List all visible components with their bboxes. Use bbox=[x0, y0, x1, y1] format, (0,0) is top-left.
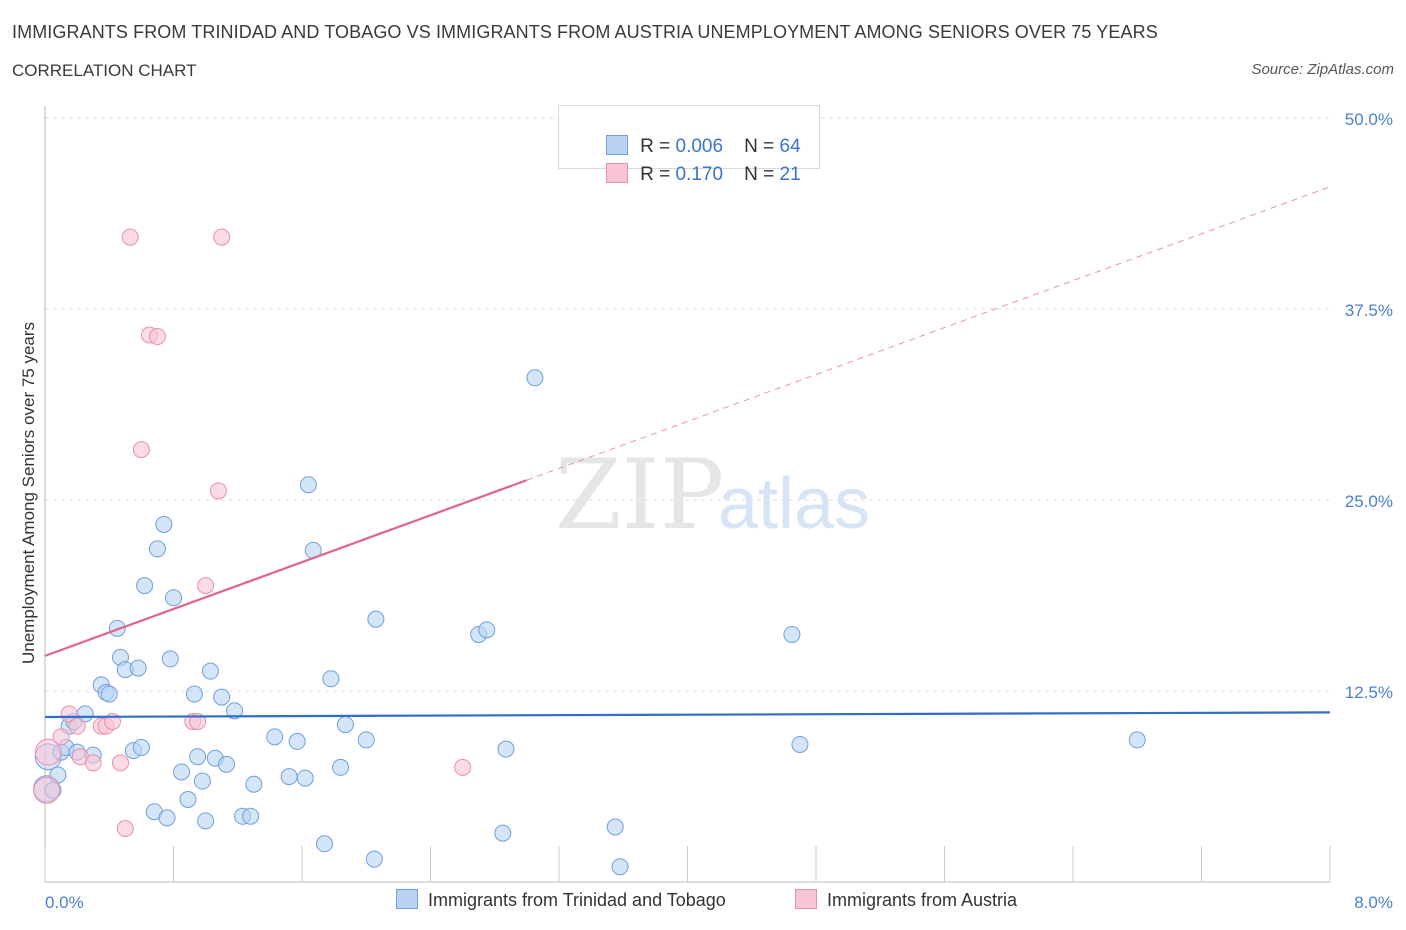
blue-point bbox=[201, 662, 219, 680]
source-credit: Source: ZipAtlas.com bbox=[1251, 61, 1394, 78]
blue-point bbox=[1128, 731, 1146, 749]
legend-r-label: R = bbox=[640, 136, 676, 157]
blue-point bbox=[611, 858, 629, 876]
blue-point bbox=[245, 775, 263, 793]
blue-point bbox=[185, 685, 203, 703]
pink-large-point bbox=[34, 738, 62, 766]
blue-point bbox=[226, 702, 244, 720]
y-tick-label: 37.5% bbox=[1345, 301, 1393, 320]
y-axis-label: Unemployment Among Seniors over 75 years bbox=[19, 322, 38, 664]
blue-point bbox=[179, 790, 197, 808]
y-tick-label: 25.0% bbox=[1345, 492, 1393, 511]
blue-point bbox=[218, 755, 236, 773]
blue-point bbox=[165, 589, 182, 607]
x-tick-label: 0.0% bbox=[45, 893, 84, 912]
blue-point bbox=[193, 772, 211, 790]
blue-point bbox=[132, 739, 150, 757]
blue-point bbox=[161, 650, 179, 668]
blue-point bbox=[136, 577, 154, 595]
pink-point bbox=[121, 228, 139, 246]
bottom-legend-swatch-pink bbox=[795, 889, 817, 909]
y-tick-label: 50.0% bbox=[1345, 110, 1393, 129]
blue-point bbox=[478, 621, 496, 639]
bottom-legend-label: Immigrants from Trinidad and Tobago bbox=[428, 890, 726, 910]
legend-row-austria: R = 0.170 N = 21 bbox=[585, 141, 801, 185]
chart-title: IMMIGRANTS FROM TRINIDAD AND TOBAGO VS I… bbox=[12, 22, 1158, 42]
blue-point bbox=[155, 515, 173, 533]
pink-trend-extension bbox=[526, 186, 1331, 481]
blue-point bbox=[288, 732, 306, 750]
blue-point bbox=[213, 688, 231, 706]
watermark-atlas: atlas bbox=[718, 464, 870, 544]
pink-point bbox=[454, 758, 472, 776]
legend-swatch-blue bbox=[606, 135, 629, 155]
blue-point bbox=[280, 768, 298, 786]
blue-point bbox=[242, 807, 260, 825]
blue-point bbox=[336, 716, 354, 734]
chart-subtitle: CORRELATION CHART bbox=[12, 61, 197, 80]
pink-point bbox=[209, 482, 227, 500]
blue-point bbox=[197, 812, 215, 830]
blue-point bbox=[129, 659, 147, 677]
pink-point bbox=[197, 577, 215, 595]
blue-point bbox=[266, 728, 284, 746]
blue-point bbox=[173, 763, 191, 781]
blue-point bbox=[357, 731, 375, 749]
blue-point bbox=[791, 735, 809, 753]
legend-n-value: 21 bbox=[779, 164, 801, 185]
blue-point bbox=[494, 824, 512, 842]
bottom-legend-austria: Immigrants from Austria bbox=[795, 889, 1017, 911]
blue-point bbox=[526, 369, 544, 387]
pink-large-point bbox=[33, 776, 61, 804]
legend-n-label: N = bbox=[744, 164, 780, 185]
blue-point bbox=[367, 610, 385, 628]
legend-n-value: 64 bbox=[779, 136, 801, 157]
correlation-legend: R = 0.006 N = 64 R = 0.170 N = 21 bbox=[558, 105, 820, 185]
watermark-zip: ZIP bbox=[555, 439, 724, 551]
legend-n-label: N = bbox=[744, 136, 780, 157]
blue-point bbox=[322, 670, 340, 688]
pink-point bbox=[52, 728, 70, 746]
blue-point bbox=[299, 476, 317, 494]
blue-point bbox=[606, 818, 624, 836]
blue-point bbox=[189, 748, 207, 766]
blue-point bbox=[296, 769, 314, 787]
x-tick-label: 8.0% bbox=[1354, 893, 1393, 912]
pink-point bbox=[189, 713, 207, 731]
pink-point bbox=[111, 754, 129, 772]
bottom-legend-trinidad: Immigrants from Trinidad and Tobago bbox=[396, 889, 726, 911]
bottom-legend-label: Immigrants from Austria bbox=[827, 890, 1018, 910]
pink-point bbox=[132, 441, 150, 459]
legend-r-value: 0.170 bbox=[675, 164, 724, 185]
pink-point bbox=[68, 717, 86, 735]
bottom-legend-swatch-blue bbox=[396, 889, 418, 909]
blue-point bbox=[158, 809, 176, 827]
pink-trend-line bbox=[44, 479, 528, 657]
y-tick-label: 12.5% bbox=[1345, 683, 1393, 702]
blue-trend-line bbox=[44, 711, 1331, 719]
pink-point bbox=[116, 820, 134, 838]
pink-point bbox=[84, 754, 102, 772]
blue-point bbox=[365, 850, 383, 868]
blue-point bbox=[315, 835, 333, 853]
blue-point bbox=[783, 625, 801, 643]
blue-point bbox=[332, 758, 350, 776]
blue-point bbox=[497, 740, 515, 758]
legend-r-label: R = bbox=[640, 164, 676, 185]
blue-point bbox=[148, 540, 166, 558]
pink-point bbox=[148, 328, 166, 346]
legend-row-trinidad: R = 0.006 N = 64 bbox=[585, 113, 801, 157]
legend-swatch-pink bbox=[606, 163, 629, 183]
legend-r-value: 0.006 bbox=[675, 136, 724, 157]
pink-point bbox=[213, 228, 231, 246]
blue-point bbox=[100, 685, 118, 703]
